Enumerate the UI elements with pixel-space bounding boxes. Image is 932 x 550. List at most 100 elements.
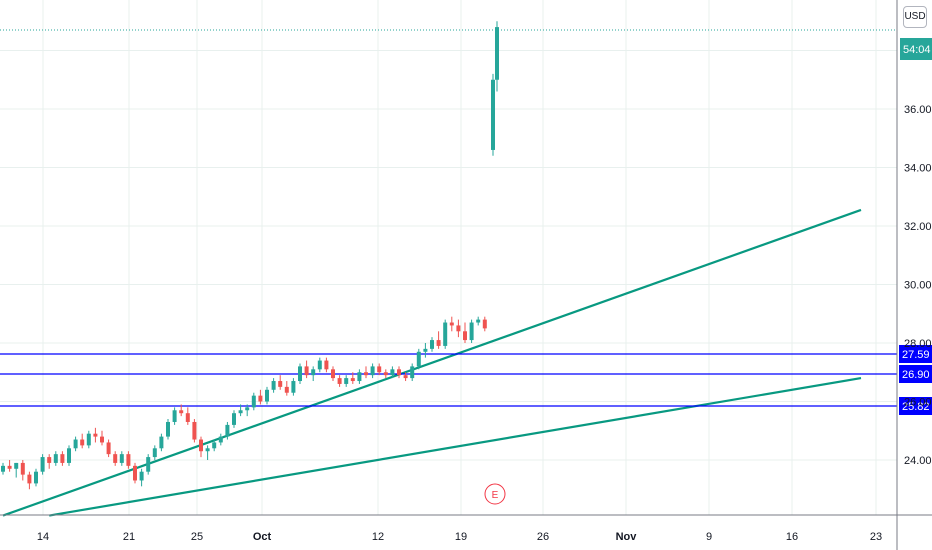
candle-body: [60, 454, 65, 463]
candle-body: [245, 407, 250, 411]
candle-body: [390, 369, 395, 376]
candle-body: [430, 340, 434, 349]
earnings-marker[interactable]: [484, 483, 506, 505]
candle-body: [491, 79, 495, 150]
candle-body: [53, 454, 58, 463]
last-price-tag: [900, 38, 932, 60]
candle-body: [350, 378, 355, 382]
candle-body: [172, 410, 177, 422]
trendline-2[interactable]: [49, 377, 862, 517]
candle-body: [238, 410, 243, 414]
candle-body: [1, 465, 5, 472]
candle-body: [463, 331, 467, 341]
candle-body: [397, 369, 401, 376]
candle-body: [86, 433, 91, 446]
candle-body: [47, 457, 52, 463]
price-tick-label: 34.00: [904, 163, 932, 175]
candle-body: [93, 433, 98, 437]
candle-body: [166, 421, 170, 437]
candle-body: [370, 366, 375, 376]
candle-body: [383, 372, 388, 376]
candle-body: [80, 439, 85, 446]
candles: [1, 21, 499, 490]
price-line-tag: [899, 397, 932, 415]
candle-body: [119, 454, 124, 463]
time-tick-label: Nov: [616, 531, 638, 543]
candle-body: [192, 421, 197, 440]
price-line-label: 26.90: [902, 369, 930, 381]
candle-body: [278, 381, 283, 387]
candle-body: [67, 448, 71, 463]
time-tick-label: 12: [372, 531, 384, 543]
candle-body: [106, 442, 111, 455]
candle-body: [443, 322, 448, 346]
price-line-label: 27.59: [902, 349, 930, 361]
candle-body: [34, 471, 38, 484]
candle-body: [364, 372, 368, 376]
currency-badge[interactable]: USD: [903, 6, 927, 28]
time-axis[interactable]: 14 21 25 Oct 12 19 26 Nov 9 16 23: [0, 514, 932, 543]
candle-body: [357, 372, 362, 382]
trendline-1[interactable]: [2, 208, 862, 517]
time-tick-label: 9: [706, 531, 712, 543]
time-tick-label: 14: [37, 531, 49, 543]
candle-body: [284, 386, 289, 393]
last-price-label: 54:04: [903, 44, 931, 56]
candle-body: [324, 360, 329, 370]
price-tick-label: 24.00: [904, 455, 932, 467]
candle-body: [218, 436, 223, 443]
candle-body: [403, 375, 408, 379]
candle-body: [304, 366, 309, 376]
price-tick-label: 32.00: [904, 221, 932, 233]
markers[interactable]: E: [484, 483, 506, 505]
time-tick-label: Oct: [253, 531, 272, 543]
candle-body: [146, 457, 151, 472]
candle-body: [291, 381, 296, 393]
candle-body: [199, 439, 203, 452]
time-tick-label: 21: [123, 531, 135, 543]
candle-body: [159, 436, 164, 449]
candle-body: [377, 366, 382, 373]
time-tick-label: 23: [870, 531, 882, 543]
candle-body: [20, 462, 25, 475]
candle-body: [265, 389, 269, 402]
candle-body: [232, 413, 236, 425]
price-lines[interactable]: 27.59 26.90 25.82: [0, 345, 932, 415]
candle-body: [416, 351, 421, 367]
candle-body: [113, 454, 118, 463]
candle-body: [225, 424, 230, 437]
candle-body: [482, 319, 487, 329]
price-tick-label: 26.00: [904, 397, 932, 409]
candle-body: [469, 322, 474, 341]
time-tick-label: 25: [191, 531, 203, 543]
candle-body: [185, 413, 190, 422]
price-line-label: 25.82: [902, 401, 930, 413]
candle-body: [311, 369, 316, 376]
candle-body: [40, 457, 45, 472]
candle-body: [27, 474, 32, 484]
candle-body: [73, 439, 78, 449]
candle-body: [436, 340, 441, 346]
candle-body: [212, 442, 217, 449]
earnings-marker-label: E: [492, 490, 499, 501]
candle-body: [126, 454, 131, 466]
trendlines[interactable]: [2, 208, 862, 517]
candle-body: [152, 448, 157, 458]
price-tick-label: 30.00: [904, 280, 932, 292]
candle-body: [449, 322, 454, 326]
candle-body: [205, 448, 210, 452]
candle-body: [258, 395, 263, 402]
grid: [0, 0, 897, 515]
candle-body: [139, 471, 144, 481]
price-tick-label: 36.00: [904, 104, 932, 116]
candle-body: [317, 360, 322, 370]
candle-body: [14, 462, 19, 469]
candle-body: [271, 381, 276, 390]
price-tick-label: 28.00: [904, 338, 932, 350]
price-line-tag: [899, 365, 932, 383]
candle-body: [344, 378, 349, 384]
time-tick-label: 16: [786, 531, 798, 543]
candle-body: [476, 319, 481, 323]
